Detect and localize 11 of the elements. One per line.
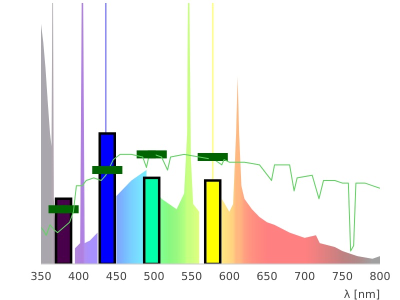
- x-tick-label: 600: [218, 270, 240, 283]
- x-tick-label: 450: [106, 270, 127, 283]
- x-tick-label: 550: [181, 270, 202, 283]
- x-tick-label: 350: [30, 270, 52, 283]
- x-tick-label: 700: [294, 270, 316, 283]
- x-tick-label: 650: [256, 270, 278, 283]
- x-tick-label: 800: [370, 270, 390, 283]
- x-axis-title: λ [nm]: [344, 288, 380, 300]
- x-tick-label: 500: [144, 270, 164, 283]
- x-tick-label: 400: [68, 270, 90, 283]
- x-tick-label: 750: [332, 270, 353, 283]
